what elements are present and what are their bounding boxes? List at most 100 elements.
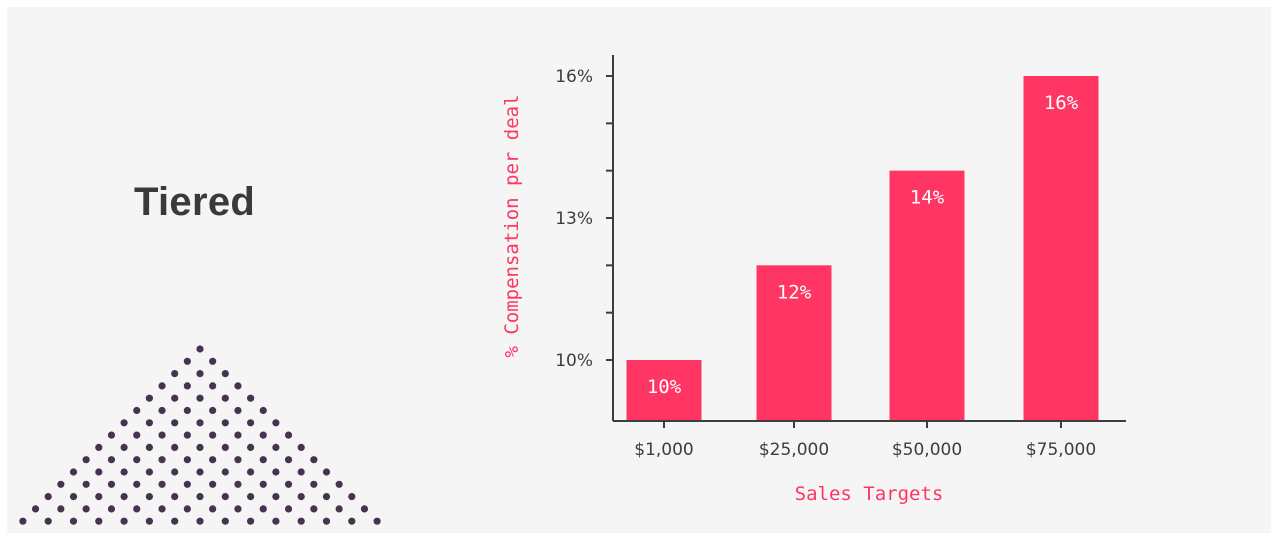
dot-icon bbox=[322, 493, 331, 501]
dot-icon bbox=[158, 505, 166, 513]
dot-icon bbox=[196, 394, 204, 402]
y-tick-label: 16% bbox=[555, 67, 593, 87]
dot-icon bbox=[209, 406, 217, 415]
dot-icon bbox=[171, 443, 179, 451]
dot-icon bbox=[196, 468, 204, 476]
dot-icon bbox=[221, 443, 229, 451]
x-tick-label: $25,000 bbox=[759, 440, 829, 460]
x-tick-label: $1,000 bbox=[634, 440, 693, 460]
dot-icon bbox=[259, 505, 267, 513]
dot-icon bbox=[297, 468, 305, 476]
dot-icon bbox=[145, 394, 153, 402]
dot-icon bbox=[133, 480, 141, 488]
dot-icon bbox=[57, 480, 65, 488]
dot-icon bbox=[183, 406, 191, 415]
dot-icon bbox=[171, 517, 179, 525]
dot-icon bbox=[297, 517, 305, 525]
dot-icon bbox=[19, 517, 27, 525]
dot-icon bbox=[310, 505, 318, 513]
dot-icon bbox=[221, 517, 229, 525]
dot-icon bbox=[69, 493, 78, 501]
dot-icon bbox=[322, 468, 331, 476]
bar bbox=[889, 170, 965, 421]
dot-icon bbox=[234, 382, 242, 390]
dot-icon bbox=[221, 493, 229, 501]
dot-icon bbox=[221, 468, 229, 476]
dot-icon bbox=[82, 480, 90, 488]
dot-icon bbox=[69, 468, 78, 476]
dot-icon bbox=[348, 517, 356, 525]
dot-icon bbox=[272, 517, 280, 525]
dot-icon bbox=[221, 419, 229, 427]
dot-icon bbox=[120, 468, 128, 476]
dot-icon bbox=[247, 517, 255, 525]
dot-icon bbox=[247, 419, 255, 427]
dot-icon bbox=[284, 456, 293, 464]
dot-icon bbox=[259, 480, 267, 488]
dot-icon bbox=[247, 493, 255, 501]
dot-icon bbox=[120, 443, 128, 451]
dot-icon bbox=[95, 443, 103, 451]
dot-icon bbox=[82, 505, 90, 513]
bar bbox=[1023, 76, 1099, 421]
dot-icon bbox=[44, 517, 52, 525]
dot-icon bbox=[196, 493, 204, 501]
dot-icon bbox=[183, 382, 191, 390]
dot-icon bbox=[297, 443, 305, 451]
dot-icon bbox=[107, 431, 116, 439]
dot-icon bbox=[120, 419, 128, 427]
dot-icon bbox=[133, 406, 141, 415]
dot-icon bbox=[171, 419, 179, 427]
dot-icon bbox=[373, 517, 381, 525]
dot-icon bbox=[158, 431, 166, 439]
dot-icon bbox=[272, 493, 280, 501]
dot-icon bbox=[196, 370, 204, 378]
dot-icon bbox=[133, 505, 141, 513]
dot-icon bbox=[247, 468, 255, 476]
bar-value-label: 14% bbox=[910, 187, 945, 209]
dot-icon bbox=[133, 456, 141, 464]
dot-icon bbox=[335, 505, 343, 513]
dot-icon bbox=[209, 431, 217, 439]
dot-icon bbox=[145, 419, 153, 427]
dot-icon bbox=[171, 468, 179, 476]
dot-icon bbox=[272, 443, 280, 451]
y-tick-label: 10% bbox=[555, 351, 593, 371]
dot-icon bbox=[247, 394, 255, 402]
x-tick-label: $75,000 bbox=[1026, 440, 1096, 460]
dot-icon bbox=[259, 406, 267, 415]
dot-icon bbox=[234, 505, 242, 513]
dot-icon bbox=[259, 431, 267, 439]
dot-icon bbox=[335, 480, 343, 488]
dot-icon bbox=[196, 345, 204, 353]
dot-icon bbox=[120, 493, 128, 501]
dot-icon bbox=[209, 357, 217, 365]
bar-value-label: 10% bbox=[647, 376, 682, 398]
dot-icon bbox=[259, 456, 267, 464]
dot-icon bbox=[145, 493, 153, 501]
dot-icon bbox=[69, 517, 78, 525]
bar-value-label: 16% bbox=[1044, 92, 1079, 114]
dot-icon bbox=[82, 456, 90, 464]
dot-icon bbox=[310, 456, 318, 464]
dot-icon bbox=[272, 419, 280, 427]
dot-icon bbox=[183, 456, 191, 464]
dot-icon bbox=[322, 517, 331, 525]
dot-icon bbox=[284, 480, 293, 488]
dot-icon bbox=[209, 480, 217, 488]
dot-icon bbox=[196, 443, 204, 451]
dot-icon bbox=[107, 456, 116, 464]
dot-icon bbox=[107, 480, 116, 488]
dot-icon bbox=[171, 394, 179, 402]
bar-value-label: 12% bbox=[777, 281, 812, 303]
dot-icon bbox=[158, 406, 166, 415]
dot-icon bbox=[196, 419, 204, 427]
dot-icon bbox=[95, 517, 103, 525]
dot-icon bbox=[95, 468, 103, 476]
dot-icon bbox=[145, 517, 153, 525]
bar bbox=[756, 265, 832, 421]
dot-icon bbox=[183, 505, 191, 513]
dot-icon bbox=[247, 443, 255, 451]
dot-icon bbox=[284, 505, 293, 513]
